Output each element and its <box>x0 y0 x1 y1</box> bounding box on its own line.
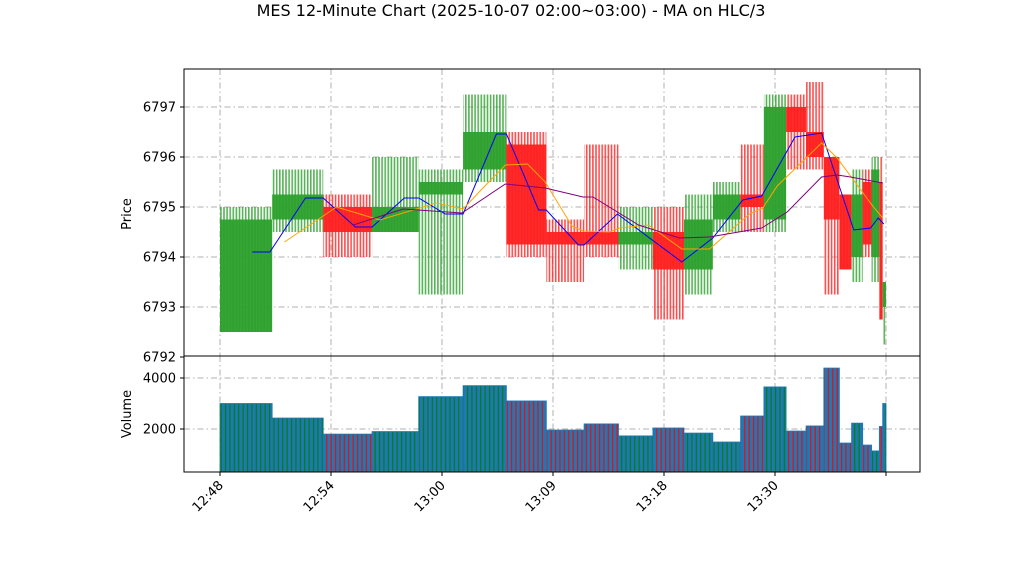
volume-bar <box>219 403 273 472</box>
candle-body <box>823 157 840 220</box>
volume-bar <box>683 432 714 472</box>
candle-body <box>882 282 886 307</box>
candle-body <box>740 194 764 207</box>
volume-bar <box>505 400 547 472</box>
price-y-tick-label: 6797 <box>143 101 176 116</box>
candle-body <box>584 232 619 245</box>
x-tick-label: 13:00 <box>412 478 449 515</box>
x-tick-label: 13:09 <box>523 478 560 515</box>
volume-bar <box>462 385 507 472</box>
volume-y-tick-label: 2000 <box>143 423 176 438</box>
candle-body <box>763 107 787 220</box>
price-y-tick-label: 6793 <box>143 301 176 316</box>
candle-body <box>220 219 273 332</box>
candle-body <box>463 132 507 170</box>
candle-body <box>272 194 324 220</box>
volume-bar <box>371 431 420 472</box>
ma1-line <box>252 132 885 263</box>
volume-bar <box>805 425 825 472</box>
candle-body <box>712 194 741 220</box>
candle-body <box>862 182 872 245</box>
volume-bar <box>583 423 619 472</box>
candle-body <box>546 232 585 245</box>
volume-bar <box>823 367 840 472</box>
x-tick-label: 13:30 <box>745 478 782 515</box>
ma2-line <box>284 142 884 250</box>
price-y-tick-label: 6794 <box>143 251 176 266</box>
price-y-tick-label: 6792 <box>143 351 176 366</box>
ma3-line <box>353 174 883 239</box>
candle-body <box>786 107 807 132</box>
volume-bar <box>785 430 807 472</box>
x-tick-label: 12:48 <box>190 478 227 515</box>
volume-bar <box>763 386 787 472</box>
volume-bar <box>871 450 880 472</box>
x-tick-label: 12:54 <box>301 478 338 515</box>
volume-bar <box>712 441 741 472</box>
volume-bar <box>271 417 324 472</box>
volume-y-tick-label: 4000 <box>143 372 176 387</box>
candle-body <box>871 169 880 257</box>
volume-bar <box>618 435 654 472</box>
volume-axis-label: Volume <box>120 390 135 438</box>
price-y-tick-label: 6795 <box>143 201 176 216</box>
volume-bar <box>322 433 373 472</box>
volume-bar <box>851 422 864 472</box>
candle-body <box>618 232 653 245</box>
volume-bar <box>838 442 852 472</box>
volume-bar <box>740 415 765 472</box>
candle-body <box>683 219 713 270</box>
candle-body <box>879 182 883 320</box>
candle-body <box>418 182 464 195</box>
candle-body <box>806 132 824 157</box>
volume-bar <box>862 444 872 472</box>
volume-bar <box>652 427 685 472</box>
volume-bar <box>418 396 464 472</box>
volume-bar <box>545 429 585 472</box>
x-tick-label: 13:18 <box>634 478 671 515</box>
volume-bar <box>878 426 884 472</box>
candle-body <box>506 144 547 245</box>
candle-wick <box>882 282 886 345</box>
volume-panel-frame <box>183 355 921 473</box>
chart-title: MES 12-Minute Chart (2025-10-07 02:00~03… <box>257 1 766 20</box>
volume-bar <box>882 403 887 472</box>
price-axis-label: Price <box>120 198 135 230</box>
candle-body <box>851 194 863 257</box>
price-y-tick-label: 6796 <box>143 151 176 166</box>
